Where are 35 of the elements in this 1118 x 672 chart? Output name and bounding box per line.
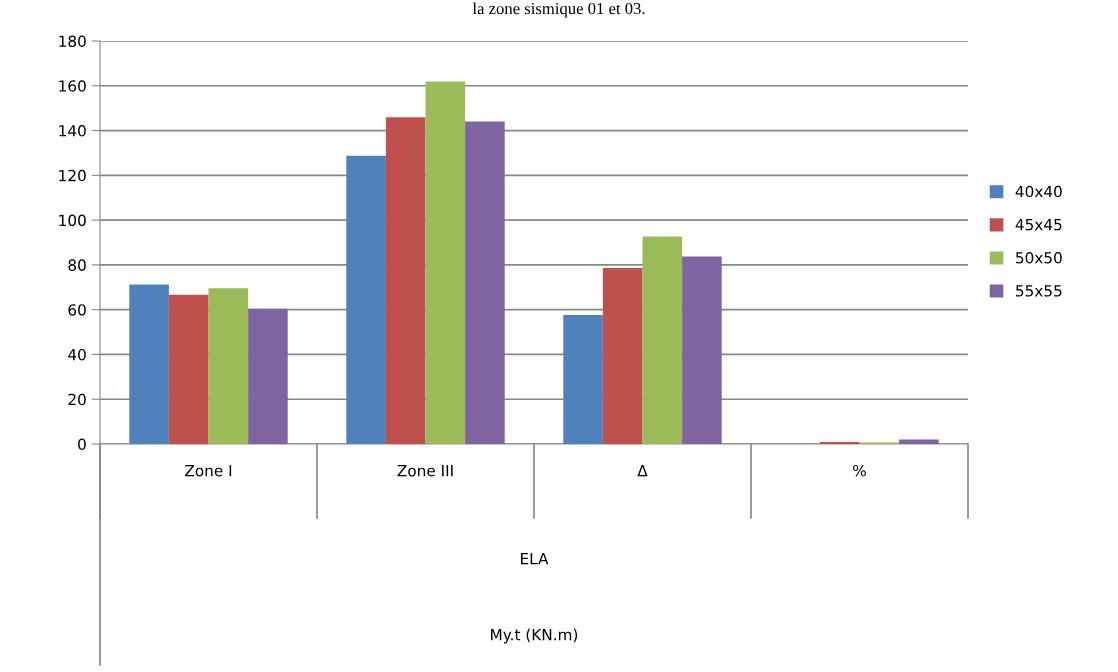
y-tick-label: 180 — [59, 35, 86, 48]
bar — [602, 268, 643, 444]
bar — [899, 439, 939, 444]
y-tick-label: 40 — [68, 348, 86, 361]
y-tick-label: 80 — [68, 259, 86, 271]
bar — [248, 308, 288, 444]
bar — [168, 294, 209, 444]
bar — [465, 121, 505, 444]
bar — [425, 81, 466, 444]
x-tick-label: % — [853, 464, 866, 477]
chart-title: la zone sismique 01 et 03. — [472, 2, 645, 18]
bar — [129, 284, 169, 444]
bar — [385, 117, 426, 444]
bar — [346, 155, 386, 444]
bar — [682, 256, 722, 444]
legend-label: 55x55 — [1016, 285, 1062, 297]
bar — [563, 315, 603, 444]
bar — [642, 236, 683, 444]
y-tick-label: 100 — [59, 214, 86, 227]
x-tick-label: Zone III — [397, 465, 453, 477]
bar — [819, 441, 860, 444]
bar — [208, 288, 249, 444]
legend-label: 40x40 — [1015, 185, 1062, 198]
y-tick-label: 20 — [68, 393, 86, 406]
text: ELA — [521, 553, 549, 565]
y-tick-label: 140 — [59, 125, 86, 137]
y-tick-label: 120 — [59, 169, 86, 182]
legend-label: 50x50 — [1016, 251, 1062, 264]
y-tick-label: 0 — [78, 438, 86, 451]
legend-label: 45x45 — [1015, 219, 1062, 231]
y-tick-label: 60 — [68, 304, 86, 316]
x-tick-label: Zone I — [185, 465, 232, 477]
x-tick-label: Δ — [637, 465, 648, 477]
text: My.t (KN.m) — [491, 628, 578, 644]
y-tick-label: 160 — [59, 80, 86, 92]
